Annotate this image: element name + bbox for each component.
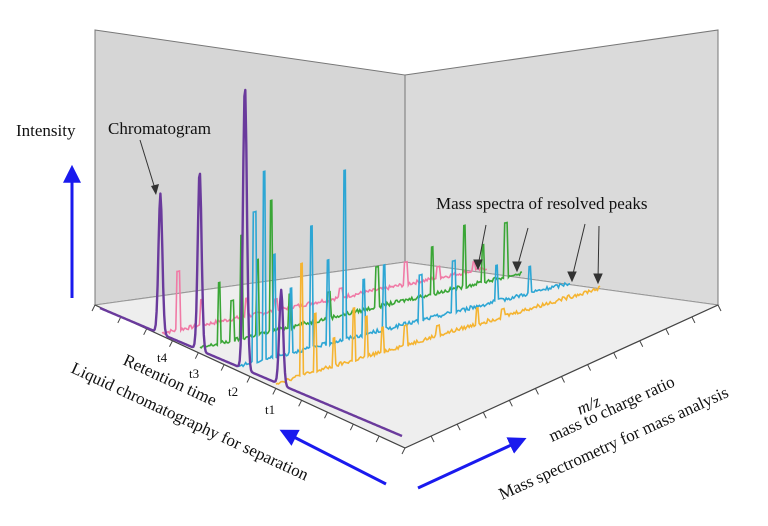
chromatogram-pointer — [139, 139, 157, 193]
mz-tick-mark — [430, 435, 435, 443]
mz-tick-mark — [665, 328, 670, 336]
mz-tick-mark — [587, 364, 592, 371]
chromatogram-trace — [99, 88, 403, 438]
time-tick-mark — [298, 400, 303, 407]
tick-t1: t1 — [265, 402, 275, 417]
time-tick-mark — [91, 304, 96, 312]
chromatogram-pointer-head — [151, 184, 159, 195]
time-tick-mark — [324, 412, 328, 419]
time-tick-mark — [143, 328, 148, 336]
mz-tick-mark — [639, 340, 644, 347]
time-axis-ticks — [91, 304, 406, 455]
chromatogram-label: Chromatogram — [108, 119, 211, 138]
mz-tick-mark — [534, 388, 539, 395]
time-tick-mark — [169, 340, 173, 347]
mz-tick-mark — [717, 304, 722, 312]
spectrum-t4 — [161, 260, 488, 336]
spectrum-t1 — [275, 262, 601, 385]
spectrum-t3 — [199, 199, 523, 349]
time-tick-mark — [220, 364, 225, 371]
ms-arrow — [417, 437, 527, 490]
mass-spectra-group — [161, 169, 601, 385]
lc-arrow — [279, 429, 387, 486]
mass-spectra-label: Mass spectra of resolved peaks — [436, 194, 648, 213]
mz-tick-mark — [561, 376, 565, 383]
time-tick-mark — [401, 447, 406, 455]
mz-tick-mark — [482, 412, 487, 419]
intensity-label: Intensity — [16, 121, 76, 140]
time-tick-mark — [272, 388, 277, 395]
mass-spectra-pointers — [473, 223, 603, 285]
mz-axis-ticks — [430, 304, 722, 443]
time-tick-mark — [194, 352, 199, 359]
time-tick-mark — [349, 423, 354, 431]
tick-t2: t2 — [228, 384, 238, 399]
time-tick-mark — [117, 316, 122, 324]
time-tick-mark — [375, 435, 380, 443]
mz-tick-mark — [691, 316, 696, 324]
spectrum-t2 — [237, 169, 571, 368]
tick-t3: t3 — [189, 366, 199, 381]
back-wall — [94, 29, 406, 306]
mz-tick-mark — [613, 352, 618, 359]
mz-tick-mark — [508, 400, 513, 407]
mz-tick-mark — [456, 423, 461, 431]
time-tick-mark — [246, 376, 251, 383]
tick-t4: t4 — [157, 350, 168, 365]
